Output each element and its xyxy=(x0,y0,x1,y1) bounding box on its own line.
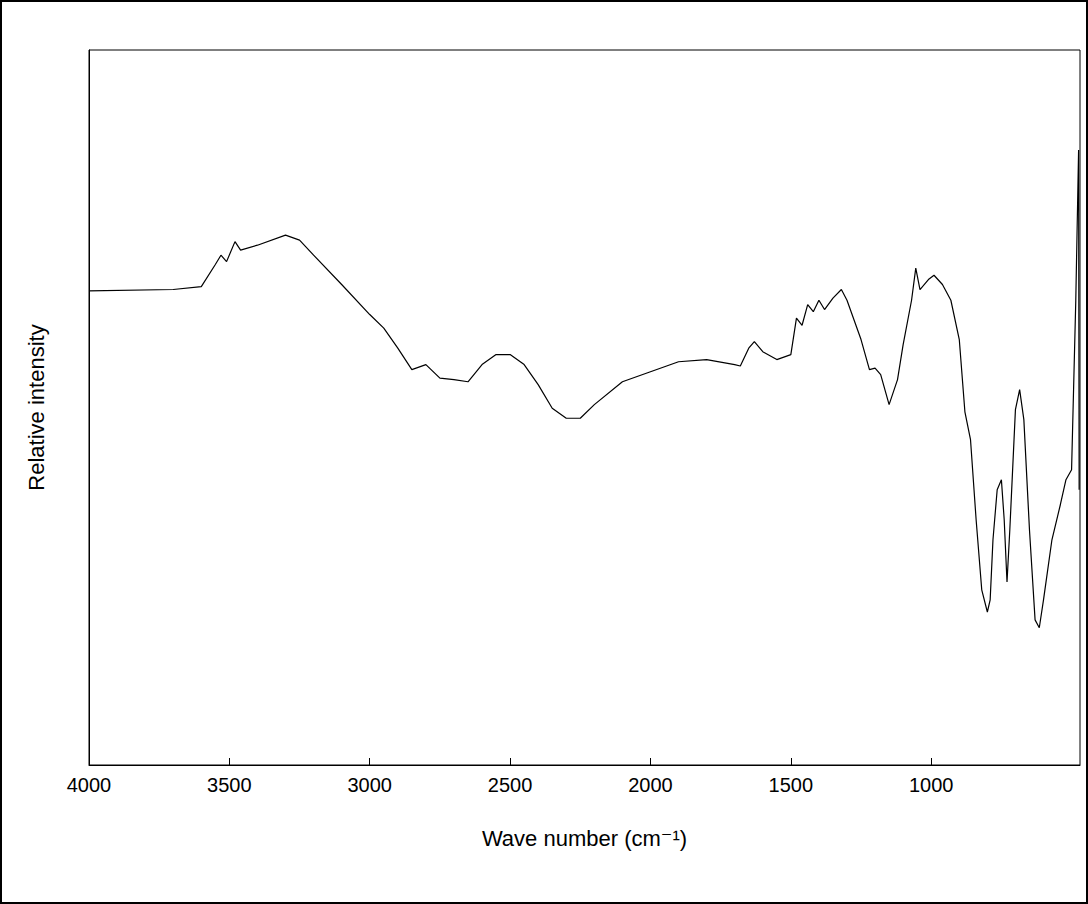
svg-text:3500: 3500 xyxy=(207,774,252,796)
svg-text:2500: 2500 xyxy=(488,774,533,796)
svg-text:3000: 3000 xyxy=(347,774,392,796)
svg-text:2000: 2000 xyxy=(628,774,673,796)
svg-text:4000: 4000 xyxy=(67,774,112,796)
svg-text:1000: 1000 xyxy=(909,774,954,796)
svg-text:1500: 1500 xyxy=(769,774,814,796)
svg-text:Wave number (cm⁻¹): Wave number (cm⁻¹) xyxy=(482,826,687,851)
svg-text:Relative intensity: Relative intensity xyxy=(24,324,49,490)
